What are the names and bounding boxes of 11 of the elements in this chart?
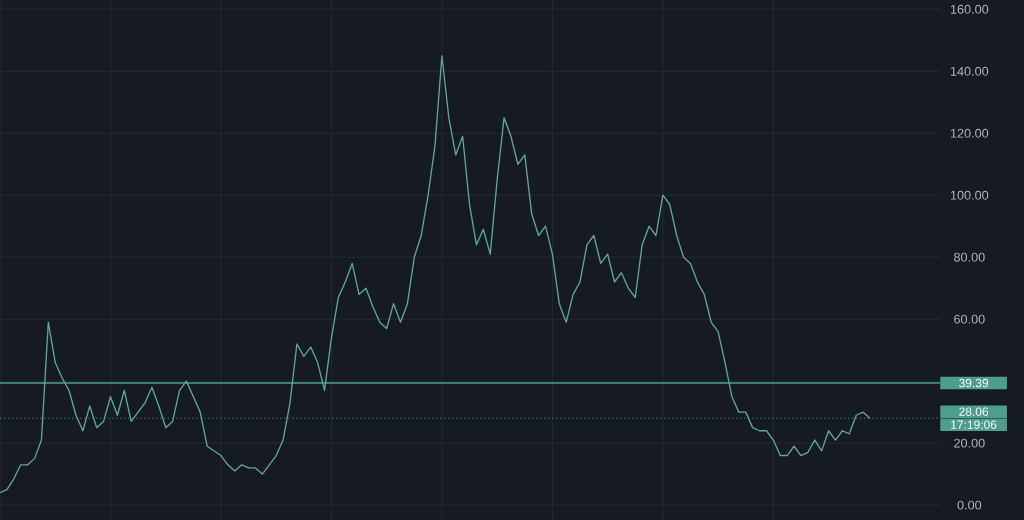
y-tick-label: 120.00 xyxy=(950,128,989,138)
ref-line-label: 39.39 xyxy=(959,378,989,388)
ref-line-label: 28.06 xyxy=(959,407,989,416)
y-tick-label: 60.00 xyxy=(954,314,985,324)
text: 17:19:06 xyxy=(951,420,997,429)
y-tick-label: 20.00 xyxy=(954,438,985,448)
y-tick-label: 140.00 xyxy=(950,66,989,76)
y-tick-label: 80.00 xyxy=(954,252,985,262)
y-tick-label: 100.00 xyxy=(950,190,989,200)
y-tick-label: 0.00 xyxy=(957,500,982,510)
y-tick-label: 160.00 xyxy=(950,4,989,14)
